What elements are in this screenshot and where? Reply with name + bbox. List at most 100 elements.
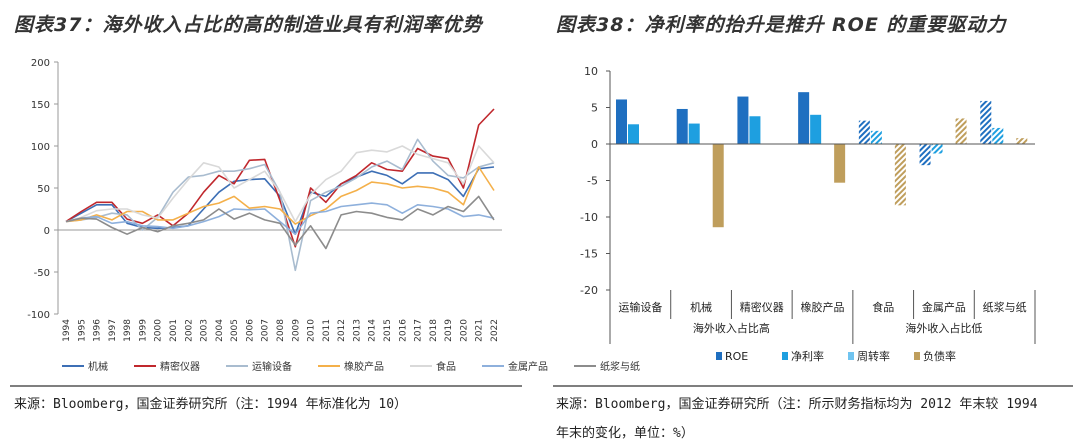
y-tick-label: 0 [591,138,598,151]
x-tick-label: 2003 [200,319,210,342]
x-category-label: 纸浆与纸 [983,300,1027,314]
legend-swatch [782,352,788,360]
x-category-label: 运输设备 [618,300,662,314]
x-tick-label: 2011 [322,319,332,342]
x-category-label: 精密仪器 [740,300,784,314]
bar-ROE-运输设备 [616,99,627,144]
y-tick-label: -15 [580,248,598,261]
bar-净利率-纸浆与纸 [992,127,1004,144]
x-tick-label: 2000 [154,319,164,342]
legend-swatch [914,352,920,360]
x-tick-label: 1997 [108,319,118,342]
left-divider [10,385,522,387]
y-tick-label: -20 [580,284,598,297]
y-tick-label: 0 [44,226,50,237]
x-tick-label: 2009 [291,319,301,342]
bar-净利率-金属产品 [931,144,943,154]
y-tick-label: 100 [31,142,50,153]
x-tick-label: 1999 [138,319,148,342]
series-line-金属产品 [65,202,495,235]
bar-ROE-金属产品 [919,144,931,166]
right-figure-title: 图表38：净利率的抬升是推升 ROE 的重要驱动力 [556,14,1007,36]
x-tick-label: 2017 [414,319,424,342]
x-tick-label: 2008 [276,319,286,342]
bar-净利率-橡胶产品 [810,114,822,144]
bar-ROE-橡胶产品 [798,92,810,144]
x-tick-label: 2014 [368,319,378,342]
right-divider [553,385,1073,387]
bar-净利率-食品 [870,130,882,144]
legend-label: 食品 [436,360,456,373]
y-tick-label: 200 [31,58,50,69]
bar-ROE-食品 [858,120,870,144]
legend-label: 周转率 [857,349,890,363]
x-tick-label: 2019 [444,319,454,342]
legend-label: 净利率 [791,349,824,363]
legend-swatch [716,352,722,360]
x-tick-label: 2006 [245,319,255,342]
y-tick-label: 5 [591,102,598,115]
x-group-label: 海外收入占比高 [693,321,770,335]
y-tick-label: -50 [34,268,50,279]
bar-ROE-精密仪器 [737,96,749,144]
x-tick-label: 1994 [62,319,72,342]
series-line-机械 [65,166,495,235]
x-tick-label: 2010 [307,319,317,342]
right-source-note-line2: 年末的变化，单位：%） [556,426,694,441]
x-tick-label: 2020 [459,319,469,342]
y-tick-label: -10 [580,211,598,224]
x-tick-label: 1995 [77,319,87,342]
series-line-食品 [65,145,495,223]
x-category-label: 橡胶产品 [801,300,845,314]
y-tick-label: -5 [587,175,598,188]
x-tick-label: 2012 [337,319,347,342]
bar-净利率-运输设备 [628,124,639,144]
legend-label: 负债率 [923,349,956,363]
bar-负债率-橡胶产品 [834,144,846,183]
x-tick-label: 2021 [475,319,485,342]
x-tick-label: 2016 [398,319,408,342]
x-tick-label: 2018 [429,319,439,342]
x-category-label: 机械 [690,300,712,314]
bar-ROE-纸浆与纸 [980,100,992,144]
x-tick-label: 2004 [215,319,225,342]
x-tick-label: 2001 [169,319,179,342]
y-tick-label: -100 [27,310,50,321]
bar-ROE-机械 [676,108,688,144]
x-tick-label: 2015 [383,319,393,342]
left-source-note: 来源：Bloomberg，国金证券研究所（注：1994 年标准化为 10） [14,397,408,412]
series-line-橡胶产品 [65,166,495,225]
x-tick-label: 1996 [93,319,103,342]
y-tick-label: 50 [37,184,50,195]
legend-label: 金属产品 [508,360,548,373]
bar-负债率-金属产品 [955,118,967,144]
x-tick-label: 2007 [261,319,271,342]
legend-label: 机械 [88,360,108,373]
legend-swatch [848,352,854,360]
x-tick-label: 2002 [184,319,194,342]
x-tick-label: 2022 [490,319,500,342]
legend-label: 精密仪器 [160,360,200,373]
x-group-label: 海外收入占比低 [905,321,982,335]
y-tick-label: 150 [31,100,50,111]
right-source-note-line1: 来源：Bloomberg，国金证券研究所（注：所示财务指标均为 2012 年末较… [556,397,1038,412]
bar-负债率-机械 [712,144,724,228]
legend-label: 纸浆与纸 [600,360,640,373]
legend-label: ROE [725,350,748,363]
y-tick-label: 10 [584,65,598,78]
bar-净利率-机械 [688,123,700,144]
series-line-纸浆与纸 [65,195,495,250]
x-category-label: 金属产品 [922,300,966,314]
bar-负债率-纸浆与纸 [1016,138,1028,144]
x-tick-label: 1998 [123,319,133,342]
x-tick-label: 2005 [230,319,240,342]
legend-label: 运输设备 [252,360,292,373]
bar-负债率-食品 [894,144,906,206]
bar-净利率-精密仪器 [749,116,761,144]
x-category-label: 食品 [872,300,894,314]
legend-label: 橡胶产品 [344,360,384,373]
series-line-精密仪器 [65,108,495,248]
x-tick-label: 2013 [352,319,362,342]
